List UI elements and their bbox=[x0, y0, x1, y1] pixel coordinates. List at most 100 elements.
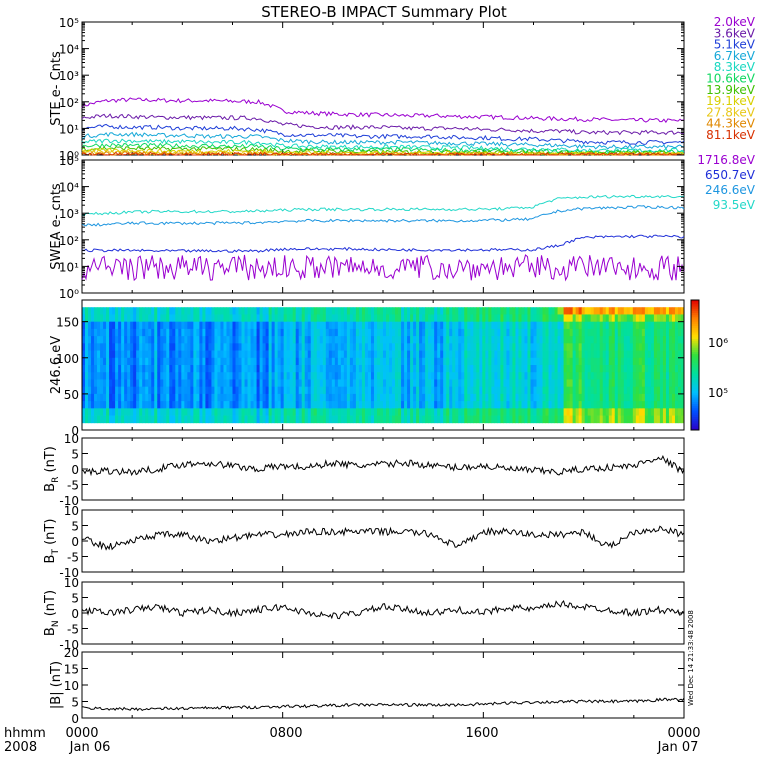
heatmap-cell bbox=[668, 365, 673, 373]
heatmap-cell bbox=[334, 357, 339, 366]
heatmap-cell bbox=[572, 314, 577, 323]
heatmap-cell bbox=[196, 408, 200, 416]
heatmap-cell bbox=[668, 401, 673, 409]
heatmap-cell bbox=[199, 365, 203, 373]
heatmap-cell bbox=[364, 350, 369, 359]
heatmap-cell bbox=[440, 401, 444, 409]
heatmap-cell bbox=[407, 415, 411, 424]
heatmap-cell bbox=[166, 379, 170, 388]
heatmap-cell bbox=[599, 408, 604, 416]
heatmap-cell bbox=[617, 365, 622, 373]
heatmap-cell bbox=[199, 401, 203, 409]
heatmap-cell bbox=[614, 401, 619, 409]
heatmap-cell bbox=[398, 372, 402, 380]
heatmap-cell bbox=[458, 321, 462, 330]
heatmap-cell bbox=[611, 350, 616, 359]
heatmap-cell bbox=[340, 401, 345, 409]
heatmap-cell bbox=[142, 379, 146, 388]
legend-entry: 6.7keV bbox=[714, 49, 756, 63]
heatmap-cell bbox=[401, 415, 405, 424]
heatmap-cell bbox=[470, 336, 474, 344]
heatmap-cell bbox=[106, 386, 110, 395]
heatmap-cell bbox=[590, 357, 595, 366]
heatmap-cell bbox=[503, 343, 507, 351]
heatmap-cell bbox=[256, 336, 260, 344]
heatmap-cell bbox=[473, 321, 477, 330]
heatmap-cell bbox=[274, 336, 279, 344]
heatmap-cell bbox=[346, 328, 351, 337]
heatmap-cell bbox=[497, 321, 501, 330]
heatmap-cell bbox=[319, 393, 324, 402]
heatmap-cell bbox=[109, 379, 113, 388]
heatmap-cell bbox=[250, 307, 254, 315]
heatmap-cell bbox=[208, 336, 212, 344]
heatmap-cell bbox=[343, 415, 348, 424]
heatmap-cell bbox=[217, 350, 221, 359]
heatmap-cell bbox=[199, 314, 203, 323]
heatmap-cell bbox=[647, 357, 652, 366]
heatmap-cell bbox=[452, 393, 456, 402]
heatmap-cell bbox=[220, 336, 224, 344]
heatmap-cell bbox=[190, 386, 194, 395]
heatmap-cell bbox=[617, 336, 622, 344]
heatmap-cell bbox=[428, 365, 432, 373]
heatmap-cell bbox=[461, 321, 465, 330]
heatmap-cell bbox=[671, 401, 676, 409]
heatmap-cell bbox=[461, 328, 465, 337]
heatmap-cell bbox=[367, 307, 372, 315]
heatmap-cell bbox=[548, 386, 552, 395]
heatmap-cell bbox=[593, 401, 598, 409]
heatmap-cell bbox=[367, 328, 372, 337]
heatmap-cell bbox=[325, 372, 330, 380]
heatmap-cell bbox=[160, 307, 164, 315]
heatmap-cell bbox=[440, 307, 444, 315]
heatmap-cell bbox=[208, 401, 212, 409]
heatmap-cell bbox=[632, 415, 637, 424]
heatmap-cell bbox=[398, 365, 402, 373]
heatmap-cell bbox=[440, 365, 444, 373]
heatmap-cell bbox=[187, 307, 191, 315]
heatmap-cell bbox=[154, 336, 158, 344]
heatmap-cell bbox=[677, 307, 682, 315]
heatmap-cell bbox=[322, 401, 327, 409]
heatmap-cell bbox=[404, 379, 408, 388]
heatmap-cell bbox=[383, 365, 387, 373]
heatmap-cell bbox=[106, 365, 110, 373]
heatmap-cell bbox=[172, 365, 176, 373]
heatmap-cell bbox=[322, 350, 327, 359]
heatmap-cell bbox=[208, 307, 212, 315]
heatmap-cell bbox=[650, 328, 655, 337]
heatmap-cell bbox=[446, 365, 450, 373]
heatmap-cell bbox=[464, 328, 468, 337]
heatmap-cell bbox=[569, 401, 574, 409]
heatmap-cell bbox=[199, 393, 203, 402]
heatmap-cell bbox=[680, 314, 685, 323]
heatmap-cell bbox=[91, 401, 95, 409]
heatmap-cell bbox=[166, 415, 170, 424]
heatmap-cell bbox=[190, 408, 194, 416]
heatmap-cell bbox=[94, 328, 98, 337]
heatmap-cell bbox=[160, 328, 164, 337]
heatmap-cell bbox=[139, 343, 143, 351]
heatmap-cell bbox=[226, 314, 230, 323]
heatmap-cell bbox=[193, 314, 197, 323]
heatmap-cell bbox=[100, 408, 104, 416]
heatmap-cell bbox=[446, 328, 450, 337]
heatmap-cell bbox=[425, 401, 429, 409]
heatmap-cell bbox=[665, 343, 670, 351]
heatmap-cell bbox=[115, 386, 119, 395]
heatmap-cell bbox=[277, 408, 282, 416]
y-tick-label: 5 bbox=[71, 696, 79, 710]
heatmap-cell bbox=[319, 372, 324, 380]
heatmap-cell bbox=[283, 365, 288, 373]
heatmap-cell bbox=[361, 357, 366, 366]
heatmap-cell bbox=[395, 401, 399, 409]
heatmap-cell bbox=[614, 408, 619, 416]
heatmap-cell bbox=[524, 307, 528, 315]
heatmap-cell bbox=[103, 314, 107, 323]
heatmap-cell bbox=[407, 328, 411, 337]
colorbar-segment bbox=[691, 308, 699, 312]
heatmap-cell bbox=[367, 336, 372, 344]
heatmap-cell bbox=[608, 386, 613, 395]
